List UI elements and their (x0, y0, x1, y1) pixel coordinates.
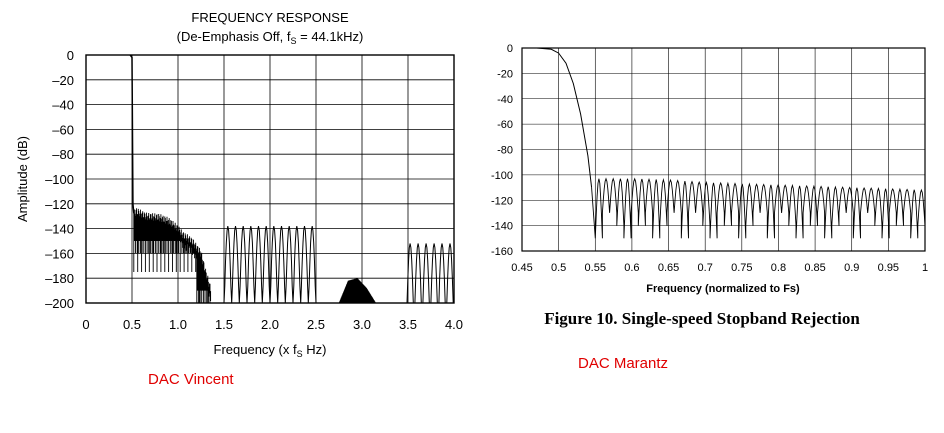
marantz-transition-curve (522, 47, 593, 188)
marantz-figure-caption: Figure 10. Single-speed Stopband Rejecti… (544, 309, 860, 328)
marantz-y-tick-label: -20 (497, 68, 513, 80)
marantz-x-tick-label: 0.75 (731, 262, 752, 274)
vincent-series (129, 54, 454, 304)
marantz-stopband-ripple (591, 177, 926, 239)
marantz-x-tick-label: 0.8 (771, 262, 786, 274)
marantz-chart: 0 -20 -40 -60 -80 -100 -120 -140 -160 0.45 0.5 0.5… (491, 43, 928, 372)
marantz-x-tick-label: 1 (922, 262, 928, 274)
marantz-x-axis-label: Frequency (normalized to Fs) (646, 283, 800, 295)
vincent-y-tick-label: 0 (67, 48, 74, 63)
vincent-caption: DAC Vincent (148, 371, 234, 388)
marantz-x-tick-label: 0.65 (658, 262, 679, 274)
vincent-y-axis-label: Amplitude (dB) (15, 136, 30, 222)
vincent-y-tick-label: –200 (45, 296, 74, 311)
marantz-x-tick-label: 0.5 (551, 262, 566, 274)
marantz-y-tick-label: -80 (497, 145, 513, 157)
marantz-x-tick-label: 0.6 (624, 262, 639, 274)
vincent-x-tick-label: 1.5 (215, 317, 233, 332)
marantz-x-tick-label: 0.45 (511, 262, 532, 274)
vincent-x-tick-label: 0.5 (123, 317, 141, 332)
marantz-grid (521, 47, 926, 252)
vincent-y-tick-label: –100 (45, 172, 74, 187)
marantz-y-tick-label: -140 (491, 221, 513, 233)
vincent-x-tick-label: 2.5 (307, 317, 325, 332)
vincent-title: FREQUENCY RESPONSE (191, 10, 349, 25)
vincent-stopband-band-4 (406, 243, 454, 304)
marantz-series (522, 47, 926, 239)
vincent-stopband-band-1 (133, 208, 212, 303)
vincent-chart: FREQUENCY RESPONSE (De-Emphasis Off, fS … (15, 10, 463, 388)
vincent-stopband-band-3 (339, 278, 376, 303)
marantz-plot-frame (521, 47, 926, 252)
vincent-y-tick-label: –160 (45, 246, 74, 261)
marantz-x-tick-label: 0.9 (844, 262, 859, 274)
marantz-caption: DAC Marantz (578, 355, 668, 372)
marantz-x-tick-label: 0.95 (878, 262, 899, 274)
vincent-x-ticks: 0 0.5 1.0 1.5 2.0 2.5 3.0 3.5 4.0 (82, 317, 463, 332)
vincent-y-tick-label: –60 (52, 122, 74, 137)
marantz-y-tick-label: -100 (491, 170, 513, 182)
vincent-x-axis-label: Frequency (x fS Hz) (214, 342, 327, 359)
vincent-y-tick-label: –40 (52, 98, 74, 113)
vincent-passband-edge (129, 54, 135, 214)
vincent-y-ticks: 0 –20 –40 –60 –80 –100 –120 –140 –160 –180 –200 (45, 48, 74, 311)
vincent-y-tick-label: –140 (45, 222, 74, 237)
vincent-y-tick-label: –180 (45, 271, 74, 286)
vincent-subtitle: (De-Emphasis Off, fS = 44.1kHz) (177, 29, 364, 46)
vincent-y-tick-label: –20 (52, 73, 74, 88)
vincent-x-tick-label: 3.5 (399, 317, 417, 332)
marantz-y-tick-label: 0 (507, 43, 513, 55)
marantz-x-tick-label: 0.85 (804, 262, 825, 274)
vincent-x-tick-label: 2.0 (261, 317, 279, 332)
vincent-y-tick-label: –80 (52, 147, 74, 162)
vincent-x-tick-label: 1.0 (169, 317, 187, 332)
vincent-x-tick-label: 0 (82, 317, 89, 332)
marantz-y-tick-label: -160 (491, 246, 513, 258)
marantz-y-tick-label: -60 (497, 119, 513, 131)
vincent-x-tick-label: 3.0 (353, 317, 371, 332)
marantz-y-tick-label: -40 (497, 94, 513, 106)
marantz-y-tick-label: -120 (491, 195, 513, 207)
marantz-y-ticks: 0 -20 -40 -60 -80 -100 -120 -140 -160 (491, 43, 513, 258)
marantz-x-tick-label: 0.7 (698, 262, 713, 274)
vincent-stopband-band-2 (223, 226, 317, 304)
vincent-x-tick-label: 4.0 (445, 317, 463, 332)
vincent-y-tick-label: –120 (45, 197, 74, 212)
marantz-x-tick-label: 0.55 (585, 262, 606, 274)
vincent-plot-frame (85, 54, 455, 304)
marantz-x-ticks: 0.45 0.5 0.55 0.6 0.65 0.7 0.75 0.8 0.85 0.9 0.95 1 (511, 262, 928, 274)
